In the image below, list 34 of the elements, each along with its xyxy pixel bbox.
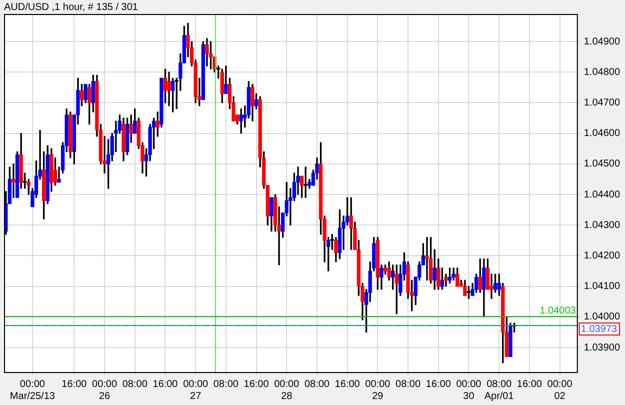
x-tick-label: 16:00 bbox=[244, 378, 270, 390]
y-tick-label: 1.04900 bbox=[584, 36, 620, 48]
y-tick-label: 1.04800 bbox=[584, 66, 620, 78]
x-tick-label: 00:00 Mar/25/13 bbox=[10, 378, 56, 402]
x-tick-label: 16:00 bbox=[426, 378, 452, 390]
x-tick-label: 16:00 bbox=[152, 378, 178, 390]
ref-line-label: 1.03973 bbox=[580, 324, 618, 335]
x-tick-label: 16:00 bbox=[334, 378, 360, 390]
x-tick-label: 00:00 28 bbox=[274, 378, 300, 402]
x-tick-label: 00:00 27 bbox=[183, 378, 209, 402]
y-tick-label: 1.04000 bbox=[584, 312, 620, 323]
x-tick-label: 00:00 30 bbox=[456, 378, 482, 402]
y-tick-label: 1.04400 bbox=[584, 189, 620, 200]
y-tick-label: 1.04600 bbox=[584, 128, 620, 140]
candlestick bbox=[425, 237, 429, 281]
x-tick-label: 00:00 26 bbox=[92, 378, 118, 402]
x-tick-label: 08:00 Apr/01 bbox=[484, 378, 514, 402]
x-tick-label: 16:00 bbox=[516, 378, 542, 390]
x-tick-label: 08:00 bbox=[396, 378, 421, 390]
y-tick-label: 1.04300 bbox=[584, 220, 620, 231]
candlestick bbox=[12, 164, 16, 198]
y-tick-label: 1.04200 bbox=[584, 250, 620, 262]
x-tick-label: 08:00 bbox=[213, 378, 239, 390]
x-tick-label: 00:00 29 bbox=[365, 378, 391, 402]
ref-line-label: 1.04003 bbox=[540, 305, 576, 316]
y-tick-label: 1.04100 bbox=[584, 281, 620, 292]
x-tick-label: 08:00 bbox=[122, 378, 148, 390]
x-tick-label: 16:00 bbox=[62, 378, 88, 390]
y-tick-label: 1.04700 bbox=[584, 97, 620, 108]
chart-title: AUD/USD ,1 hour, # 135 / 301 bbox=[4, 2, 138, 13]
x-tick-label: 08:00 bbox=[304, 378, 330, 390]
y-tick-label: 1.04500 bbox=[584, 158, 620, 170]
x-tick-label: 00:00 02 bbox=[547, 378, 573, 402]
y-tick-label: 1.03900 bbox=[584, 342, 620, 354]
